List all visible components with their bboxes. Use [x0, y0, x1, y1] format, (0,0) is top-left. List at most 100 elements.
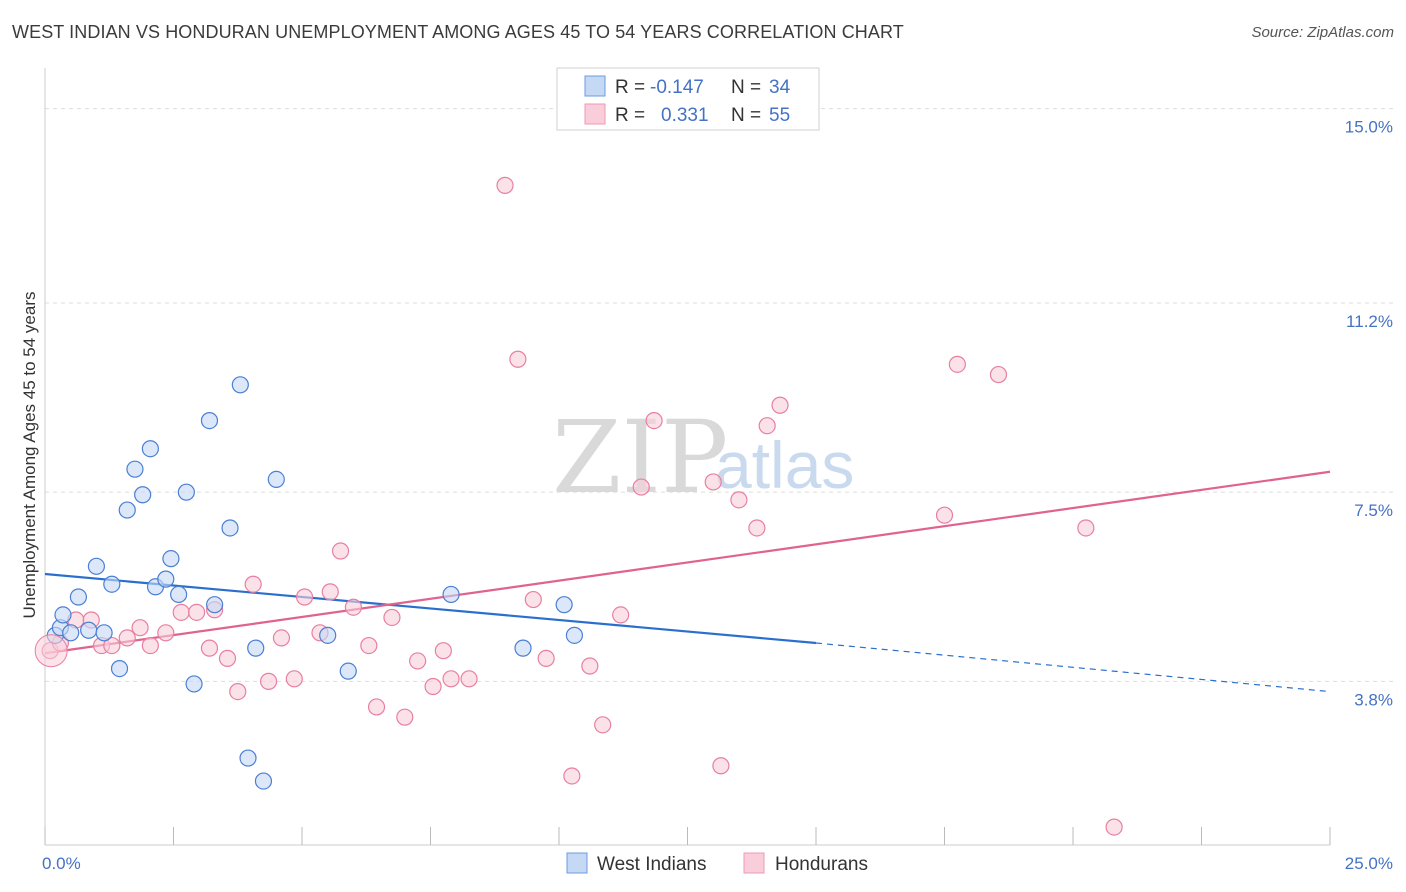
hondurans-point [331, 542, 350, 560]
hondurans-point [948, 355, 966, 373]
hondurans-point [409, 652, 427, 670]
west-indians-point [141, 440, 159, 458]
west-indians-point [162, 550, 180, 568]
hondurans-cluster-point [34, 634, 68, 668]
west-indians-point [134, 486, 152, 504]
hondurans-point [157, 624, 175, 642]
west-indians-point [239, 749, 257, 767]
west-indians-point [62, 624, 80, 642]
y-tick-label: 3.8% [1354, 690, 1393, 709]
hondurans-point [141, 636, 159, 655]
hondurans-point [563, 767, 581, 785]
hondurans-point [383, 608, 401, 627]
hondurans-point [360, 636, 378, 655]
x-tick-label: 0.0% [42, 854, 81, 873]
west-indians-trend-line [44, 572, 817, 645]
hondurans-point [434, 642, 452, 660]
west-indians-point [177, 483, 195, 501]
hondurans-point [424, 677, 442, 696]
west-indians-point [221, 519, 239, 537]
hondurans-point [200, 639, 219, 657]
watermark-zip: ZIP [552, 399, 728, 516]
west-indians-point [231, 376, 249, 394]
west-indians-point [555, 596, 573, 614]
y-tick-label: 11.2% [1346, 312, 1393, 331]
west-indians-point [170, 585, 188, 604]
hondurans-point [172, 603, 190, 621]
hondurans-point [758, 417, 776, 435]
west-indians-point [514, 639, 532, 657]
legend-n-label-pink: N = [731, 105, 761, 126]
hondurans-point [537, 649, 555, 667]
hondurans-point [218, 649, 237, 667]
legend-n-label-blue: N = [731, 77, 761, 98]
hondurans-point [989, 365, 1008, 384]
legend-r-value-blue: -0.147 [650, 77, 704, 98]
west-indians-point [565, 626, 584, 644]
hondurans-point [131, 619, 149, 637]
west-indians-point [339, 662, 357, 680]
bottom-legend-label-blue: West Indians [597, 854, 706, 875]
source-label: Source: ZipAtlas.com [1251, 24, 1394, 41]
hondurans-trend-line [44, 470, 1331, 655]
bottom-legend-swatch-pink [743, 852, 765, 874]
x-tick-label: 25.0% [1345, 854, 1393, 873]
hondurans-point [229, 682, 247, 701]
west-indians-point [442, 585, 460, 604]
grid-lines [45, 108, 1395, 682]
west-indians-point [200, 411, 219, 430]
legend-swatch-pink [584, 103, 606, 125]
hondurans-point [771, 396, 789, 414]
hondurans-point [730, 491, 748, 509]
hondurans-point [524, 590, 542, 609]
hondurans-point [396, 708, 414, 726]
hondurans-point [321, 583, 339, 601]
bottom-legend-label-pink: Hondurans [775, 854, 868, 875]
hondurans-point [632, 478, 650, 496]
hondurans-point [704, 473, 722, 491]
legend-n-value-pink: 55 [769, 105, 790, 126]
chart-title: WEST INDIAN VS HONDURAN UNEMPLOYMENT AMO… [12, 22, 904, 42]
west-indians-point [319, 626, 337, 644]
hondurans-point [496, 176, 514, 194]
hondurans-point [612, 606, 630, 624]
y-tick-label: 7.5% [1354, 501, 1393, 520]
bottom-legend-swatch-blue [566, 852, 588, 874]
bottom-legend: West Indians Hondurans [566, 852, 868, 875]
west-indians-point [118, 501, 136, 519]
hondurans-point [118, 629, 136, 647]
hondurans-point [935, 506, 954, 524]
y-axis-title: Unemployment Among Ages 45 to 54 years [20, 292, 39, 619]
hondurans-point [367, 698, 386, 716]
hondurans-point [344, 598, 362, 616]
west-indians-point [54, 606, 72, 624]
hondurans-point [748, 519, 766, 537]
west-indians-point [206, 596, 224, 614]
hondurans-point [188, 603, 206, 621]
watermark-atlas: atlas [715, 428, 854, 502]
hondurans-point [594, 716, 612, 734]
hondurans-point [509, 350, 527, 368]
west-indians-point [110, 659, 129, 678]
hondurans-point [712, 757, 730, 775]
hondurans-point [259, 672, 278, 690]
x-tick-labels: 0.0% 25.0% [42, 854, 1393, 873]
legend-n-value-blue: 34 [769, 77, 791, 98]
hondurans-point [645, 411, 663, 430]
legend-r-label-blue: R = [615, 77, 645, 98]
y-tick-label: 15.0% [1345, 118, 1393, 137]
west-indians-point [69, 588, 88, 606]
west-indians-point [185, 675, 203, 693]
legend-r-label-pink: R = [615, 105, 645, 126]
hondurans-point [442, 670, 460, 688]
trend-lines [44, 470, 1331, 693]
west-indians-point [267, 470, 285, 488]
west-indians-point [126, 460, 144, 478]
hondurans-point [272, 629, 291, 647]
hondurans-point [285, 670, 303, 688]
west-indians-point [247, 639, 265, 657]
west-indians-point [103, 575, 121, 593]
legend-swatch-blue [584, 75, 606, 97]
legend: R = -0.147 N = 34 R = 0.331 N = 55 [556, 67, 820, 131]
data-points [34, 176, 1123, 836]
